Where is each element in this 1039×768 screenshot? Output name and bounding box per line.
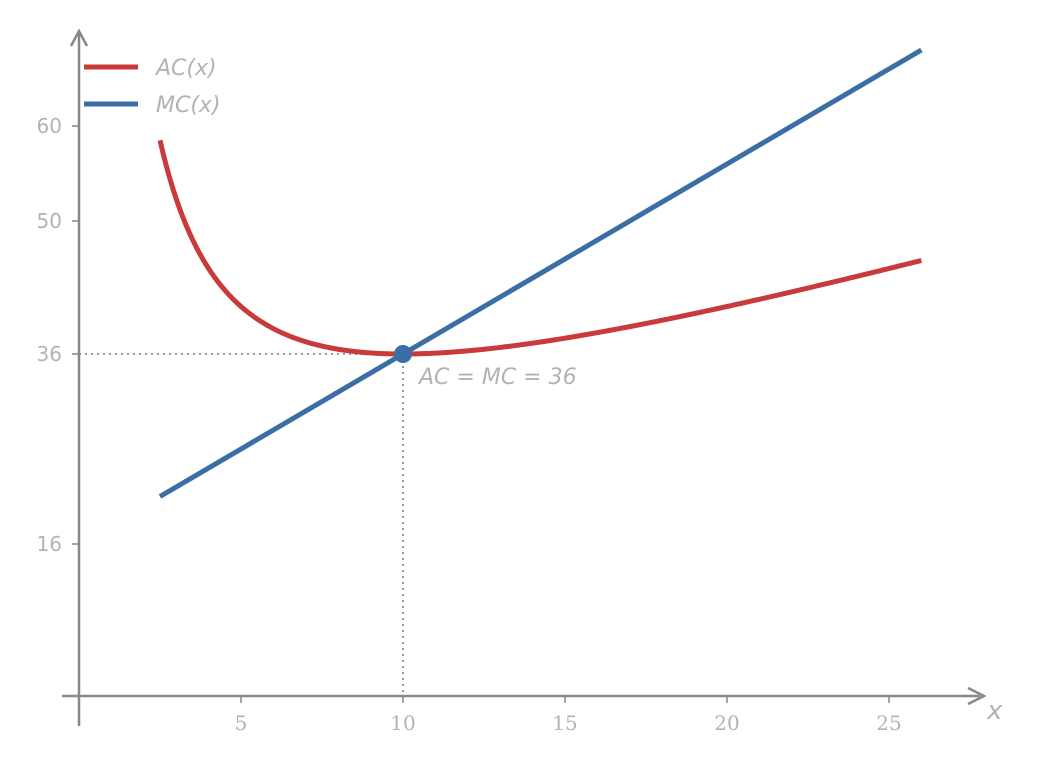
guide-lines [79, 353, 404, 696]
series-line-ac [157, 139, 923, 357]
x-tick-label: 5 [235, 711, 248, 735]
x-tick-label: 15 [552, 711, 577, 735]
x-axis-label: x [986, 696, 1003, 726]
axes: x [62, 28, 1003, 726]
marks: AC = MC = 36 [394, 345, 577, 390]
x-tick-label: 20 [714, 711, 739, 735]
series-lines [157, 47, 923, 499]
x-tick-label: 10 [390, 711, 415, 735]
legend-label-mc: MC(x) [156, 93, 221, 118]
legend: AC(x) MC(x) [84, 56, 221, 118]
intersection-point [394, 345, 412, 363]
y-tick-label: 36 [37, 342, 62, 366]
series-line-mc [158, 47, 923, 499]
y-tick-label: 16 [37, 532, 62, 556]
y-tick-label: 60 [37, 114, 62, 138]
intersection-label: AC = MC = 36 [417, 365, 577, 390]
tick-labels: 5 10 15 20 25 16 36 50 60 [37, 114, 902, 735]
legend-label-ac: AC(x) [154, 56, 217, 81]
y-axis-arrow [69, 28, 89, 47]
x-axis-arrow [967, 686, 987, 706]
y-tick-label: 50 [37, 209, 62, 233]
x-tick-label: 25 [876, 711, 901, 735]
